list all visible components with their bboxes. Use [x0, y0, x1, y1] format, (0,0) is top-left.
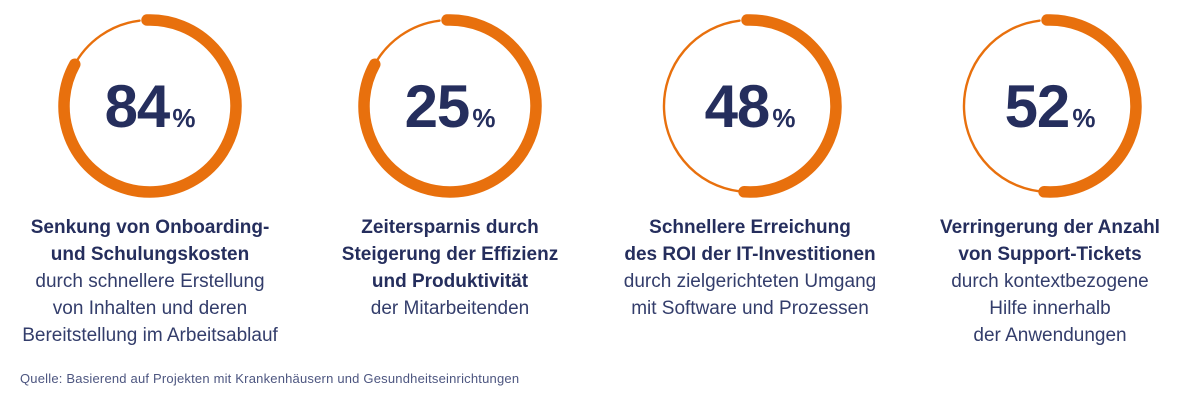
stat-heading-line: des ROI der IT-Investitionen: [624, 244, 876, 265]
source-note: Quelle: Basierend auf Projekten mit Kran…: [20, 371, 520, 386]
stat-description-line: Hilfe innerhalb: [989, 298, 1111, 319]
ring-thick-arc: [738, 14, 842, 198]
stat-description: durch zielgerichteten Umgang mit Softwar…: [600, 268, 900, 322]
stat-value: 84: [104, 72, 171, 140]
stat-description-line: der Mitarbeitenden: [370, 298, 530, 319]
percent-sign: %: [472, 102, 496, 133]
stat-description: durch kontextbezogene Hilfe innerhalb de…: [900, 268, 1200, 349]
stats-row: 84% Senkung von Onboarding- und Schulung…: [0, 0, 1200, 349]
progress-ring: 25%: [350, 6, 550, 206]
stat-heading-line: Zeitersparnis durch: [361, 217, 539, 238]
stat-heading: Senkung von Onboarding- und Schulungskos…: [0, 214, 300, 268]
ring-thick-arc: [58, 14, 242, 198]
stat-heading-line: Schnellere Erreichung: [649, 217, 851, 238]
stat-value: 25: [404, 72, 471, 140]
stat-card: 48% Schnellere Erreichung des ROI der IT…: [600, 0, 900, 349]
stat-description-line: der Anwendungen: [973, 325, 1127, 346]
stat-description-line: mit Software und Prozessen: [631, 298, 869, 319]
progress-ring: 48%: [650, 6, 850, 206]
progress-ring: 84%: [50, 6, 250, 206]
stat-card: 25% Zeitersparnis durch Steigerung der E…: [300, 0, 600, 349]
stat-heading-line: und Produktivität: [371, 271, 529, 292]
ring-thin-arc: [662, 19, 749, 194]
percent-sign: %: [172, 102, 196, 133]
stat-heading-line: Senkung von Onboarding-: [30, 217, 270, 238]
stat-value-wrap: 48%: [650, 6, 850, 206]
ring-chart-icon: [358, 14, 542, 198]
percent-sign: %: [1072, 102, 1096, 133]
stat-description: der Mitarbeitenden: [300, 295, 600, 322]
stat-heading: Schnellere Erreichung des ROI der IT-Inv…: [600, 214, 900, 268]
ring-chart-icon: [662, 14, 842, 198]
stat-heading-line: Steigerung der Effizienz: [341, 244, 559, 265]
stat-description-line: durch schnellere Erstellung: [35, 271, 265, 292]
stat-description-line: durch kontextbezogene: [951, 271, 1149, 292]
stat-heading-line: Verringerung der Anzahl: [940, 217, 1160, 238]
progress-ring: 52%: [950, 6, 1150, 206]
ring-thick-arc: [358, 14, 542, 198]
ring-chart-icon: [58, 14, 242, 198]
stat-description-line: Bereitstellung im Arbeitsablauf: [22, 325, 278, 346]
ring-thick-arc: [1038, 14, 1142, 198]
stat-card: 84% Senkung von Onboarding- und Schulung…: [0, 0, 300, 349]
ring-thin-arc: [72, 19, 141, 69]
percent-sign: %: [772, 102, 796, 133]
stat-value: 48: [704, 72, 771, 140]
stat-heading-line: von Support-Tickets: [958, 244, 1142, 265]
stat-value-wrap: 52%: [950, 6, 1150, 206]
stat-value: 52: [1004, 72, 1071, 140]
stat-description-line: von Inhalten und deren: [52, 298, 248, 319]
stat-heading: Verringerung der Anzahl von Support-Tick…: [900, 214, 1200, 268]
stat-heading-line: und Schulungskosten: [50, 244, 250, 265]
stat-description: durch schnellere Erstellung von Inhalten…: [0, 268, 300, 349]
stat-value-wrap: 84%: [50, 6, 250, 206]
stat-card: 52% Verringerung der Anzahl von Support-…: [900, 0, 1200, 349]
ring-thin-arc: [372, 19, 441, 69]
stat-description-line: durch zielgerichteten Umgang: [623, 271, 877, 292]
stat-value-wrap: 25%: [350, 6, 550, 206]
stat-heading: Zeitersparnis durch Steigerung der Effiz…: [300, 214, 600, 295]
ring-thin-arc: [962, 19, 1049, 194]
ring-chart-icon: [962, 14, 1142, 198]
